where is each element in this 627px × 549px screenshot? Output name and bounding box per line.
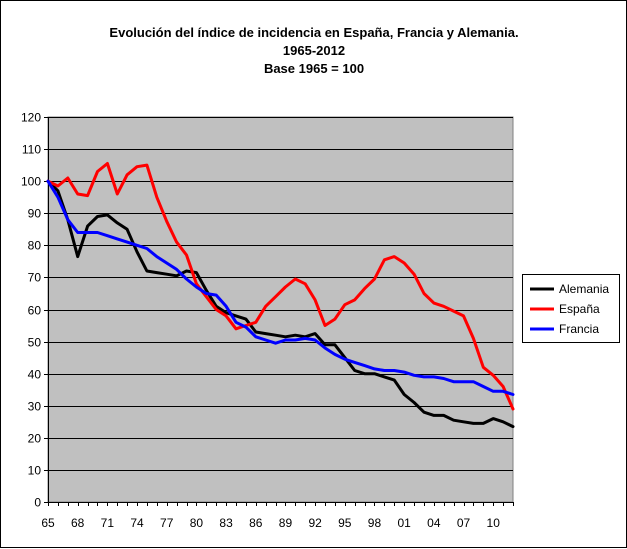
- x-tick-label: 92: [308, 516, 322, 530]
- y-tick-label: 60: [28, 304, 42, 318]
- y-tick-label: 100: [21, 175, 41, 189]
- chart-title: Evolución del índice de incidencia en Es…: [109, 25, 518, 76]
- y-tick-label: 70: [28, 271, 42, 285]
- series-line-alemania: [46, 179, 515, 429]
- y-tick-label: 80: [28, 239, 42, 253]
- legend-label: Francia: [559, 322, 599, 336]
- x-tick-label: 04: [427, 516, 441, 530]
- x-tick-label: 95: [338, 516, 352, 530]
- series-line-francia: [46, 179, 515, 396]
- y-tick-label: 20: [28, 432, 42, 446]
- x-tick-label: 89: [279, 516, 293, 530]
- x-tick-label: 86: [249, 516, 263, 530]
- x-tick-label: 10: [487, 516, 501, 530]
- legend-label: España: [559, 302, 600, 316]
- x-tick-label: 74: [130, 516, 144, 530]
- x-tick-label: 07: [457, 516, 471, 530]
- y-tick-label: 50: [28, 336, 42, 350]
- y-tick-label: 110: [22, 143, 41, 157]
- x-tick-label: 65: [41, 516, 55, 530]
- y-tick-label: 30: [28, 400, 42, 414]
- y-tick-label: 0: [34, 496, 41, 510]
- x-tick-label: 98: [368, 516, 382, 530]
- x-tick-label: 80: [190, 516, 204, 530]
- chart-title-line: 1965-2012: [283, 43, 345, 58]
- y-tick-label: 120: [21, 111, 41, 125]
- y-tick-label: 90: [28, 207, 42, 221]
- series-lines: [46, 162, 515, 429]
- series-line-españa: [46, 162, 515, 411]
- legend: Alemania España Francia: [522, 274, 620, 343]
- x-tick-label: 01: [397, 516, 411, 530]
- x-tick-label: 77: [160, 516, 174, 530]
- x-tick-label: 68: [71, 516, 85, 530]
- chart-title-line: Base 1965 = 100: [264, 61, 364, 76]
- x-tick-label: 71: [101, 516, 115, 530]
- y-tick-label: 40: [28, 368, 42, 382]
- legend-label: Alemania: [559, 282, 609, 296]
- y-tick-label: 10: [28, 464, 42, 478]
- chart-title-line: Evolución del índice de incidencia en Es…: [109, 25, 518, 40]
- x-tick-label: 83: [219, 516, 233, 530]
- plot-area: [47, 116, 514, 503]
